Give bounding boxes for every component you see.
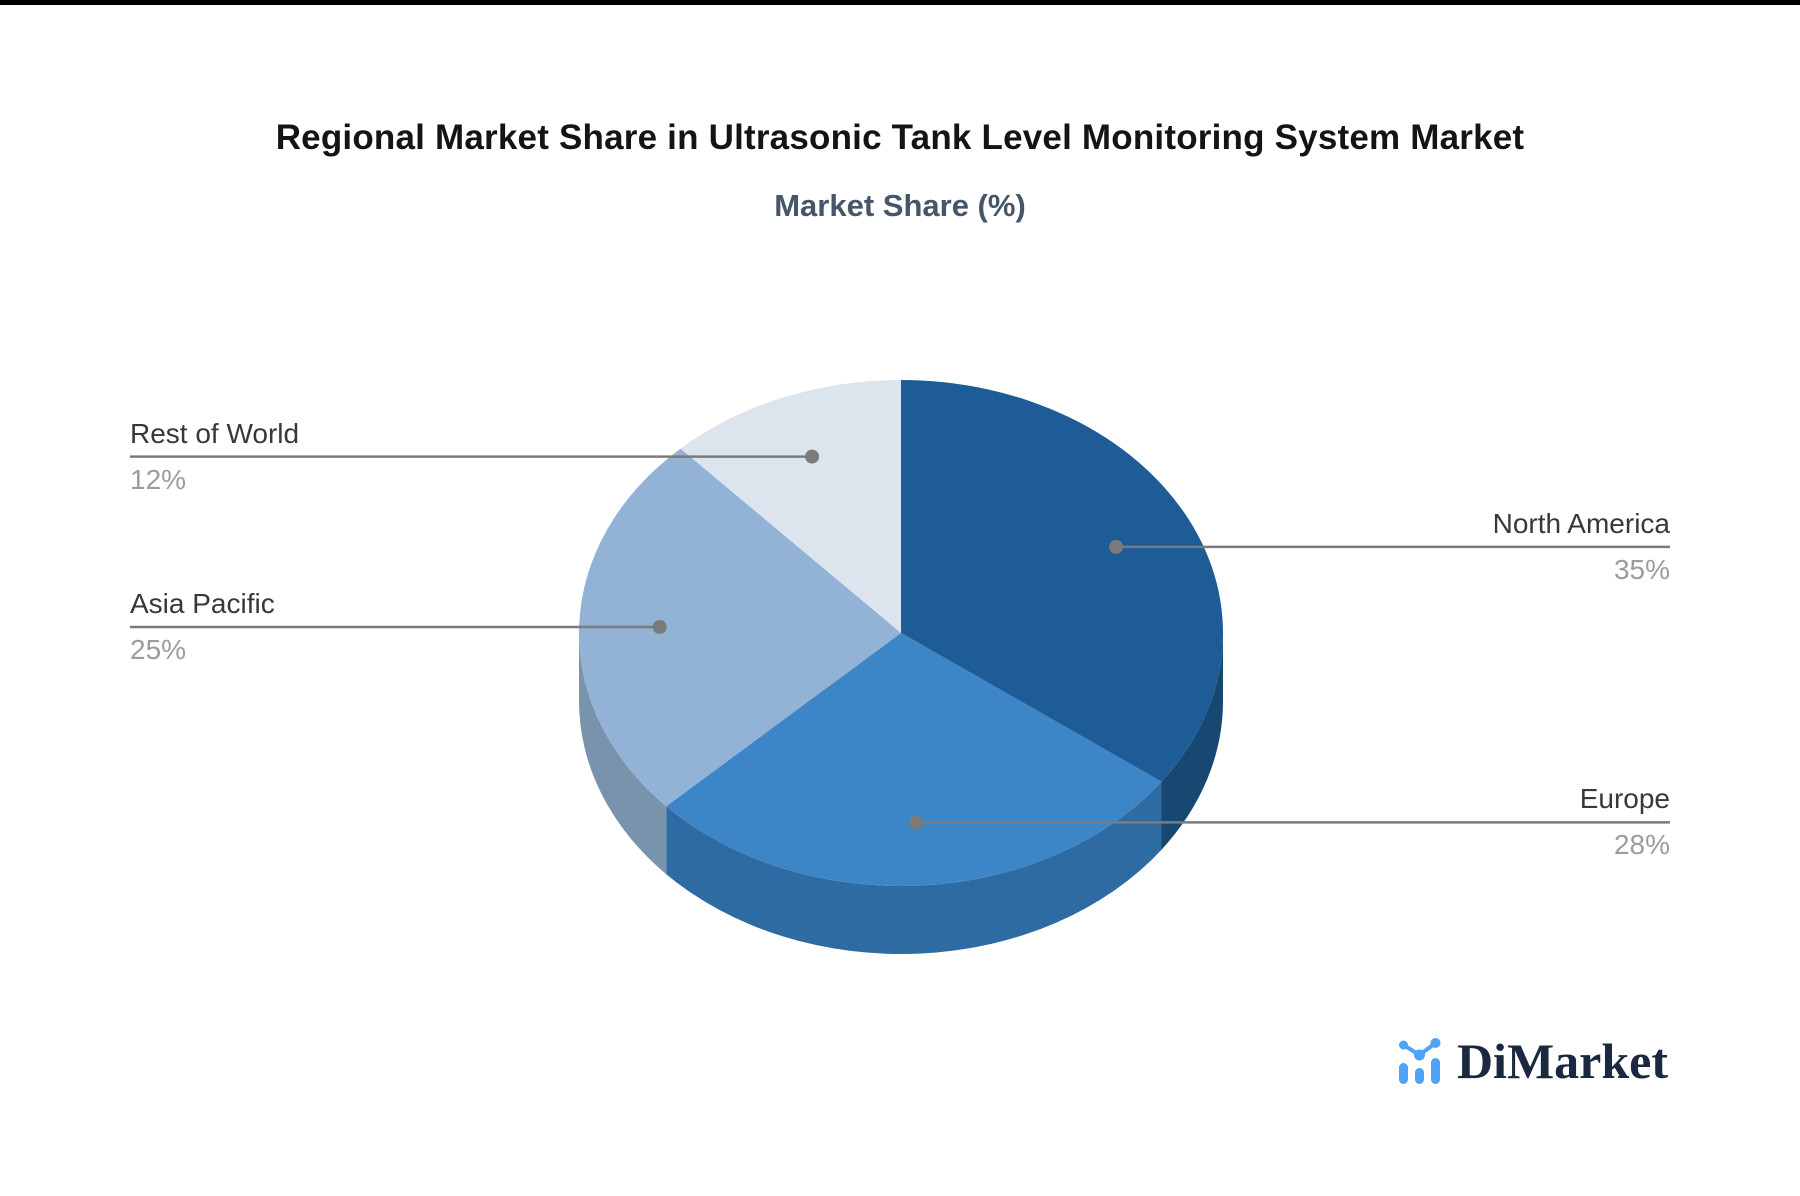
- slice-label-north-america: North America 35%: [1240, 507, 1670, 587]
- slice-label-rest-of-world: Rest of World 12%: [130, 417, 560, 497]
- leader-dot-europe: [909, 815, 924, 830]
- pie-slice-rest-of-world[interactable]: [680, 380, 901, 633]
- slice-percent: 28%: [1613, 829, 1670, 861]
- slice-percent: 12%: [130, 463, 187, 495]
- slice-name: North America: [1492, 507, 1670, 539]
- pie-slice-side-asia-pacific: [579, 633, 667, 875]
- leader-dot-rest-of-world: [805, 449, 820, 464]
- logo-bar: [1414, 1068, 1424, 1084]
- top-border: [0, 0, 1800, 5]
- slice-percent: 25%: [130, 634, 187, 666]
- pie-slice-north-america[interactable]: [901, 380, 1223, 782]
- chart-subtitle: Market Share (%): [774, 188, 1026, 223]
- logo-dot: [1398, 1040, 1408, 1050]
- logo-dot: [1430, 1038, 1441, 1048]
- dimarket-logo: DiMarket: [1398, 1036, 1668, 1086]
- slice-name: Asia Pacific: [130, 588, 275, 620]
- logo-text: DiMarket: [1456, 1033, 1668, 1089]
- logo-bar: [1398, 1063, 1408, 1084]
- logo-bar: [1430, 1058, 1440, 1084]
- bar-line-chart-icon: [1398, 1038, 1441, 1084]
- pie-slice-side-europe: [666, 781, 1162, 954]
- logo-dot: [1413, 1049, 1425, 1061]
- pie-slice-side-north-america: [1161, 633, 1223, 850]
- slice-name: Rest of World: [130, 417, 300, 449]
- slice-name: Europe: [1579, 783, 1670, 815]
- slice-label-europe: Europe 28%: [1240, 782, 1670, 862]
- chart-title: Regional Market Share in Ultrasonic Tank…: [275, 118, 1525, 157]
- leader-dot-north-america: [1109, 539, 1124, 554]
- slice-percent: 35%: [1613, 553, 1670, 585]
- leader-dot-asia-pacific: [652, 620, 667, 635]
- pie-slice-asia-pacific[interactable]: [578, 448, 901, 807]
- slice-label-asia-pacific: Asia Pacific 25%: [130, 587, 560, 667]
